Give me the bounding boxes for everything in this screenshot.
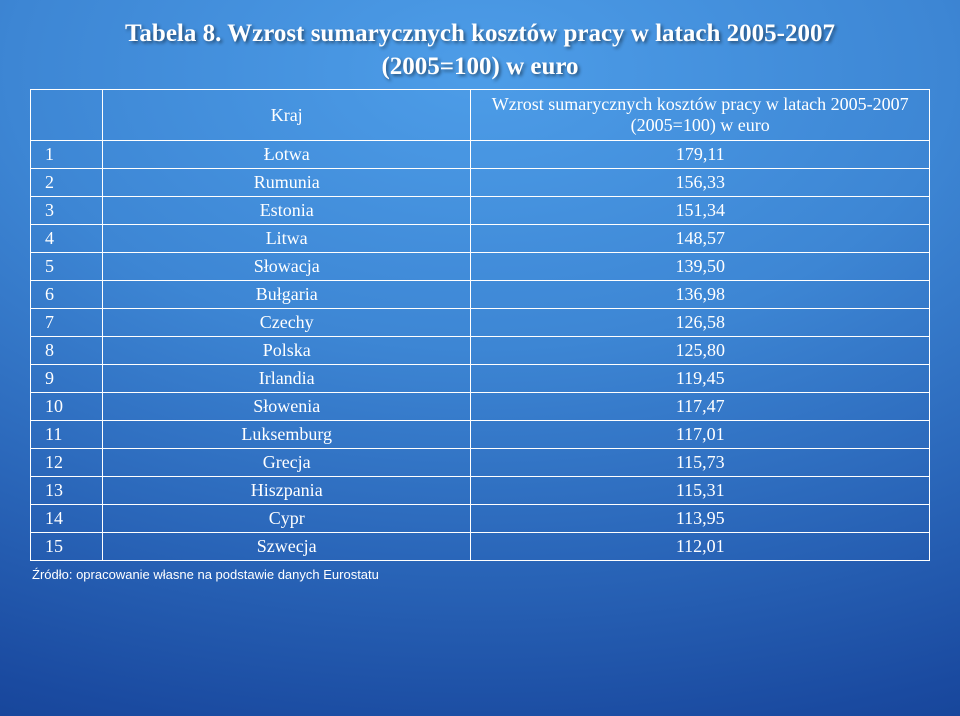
source-footnote: Źródło: opracowanie własne na podstawie … [30,567,930,582]
row-country: Słowacja [102,253,471,281]
row-value: 125,80 [471,337,930,365]
row-index: 1 [31,141,103,169]
slide-title: Tabela 8. Wzrost sumarycznych kosztów pr… [30,18,930,49]
table-row: 5 Słowacja 139,50 [31,253,930,281]
row-country: Słowenia [102,393,471,421]
row-index: 12 [31,449,103,477]
table-row: 2 Rumunia 156,33 [31,169,930,197]
row-value: 115,73 [471,449,930,477]
row-value: 156,33 [471,169,930,197]
header-country: Kraj [102,90,471,141]
row-index: 4 [31,225,103,253]
row-country: Litwa [102,225,471,253]
table-row: 8 Polska 125,80 [31,337,930,365]
row-country: Czechy [102,309,471,337]
row-value: 117,01 [471,421,930,449]
row-country: Irlandia [102,365,471,393]
row-value: 113,95 [471,505,930,533]
row-country: Łotwa [102,141,471,169]
row-value: 179,11 [471,141,930,169]
row-country: Rumunia [102,169,471,197]
row-country: Polska [102,337,471,365]
row-value: 112,01 [471,533,930,561]
row-index: 13 [31,477,103,505]
table-row: 9 Irlandia 119,45 [31,365,930,393]
table-row: 13 Hiszpania 115,31 [31,477,930,505]
header-value: Wzrost sumarycznych kosztów pracy w lata… [471,90,930,141]
table-row: 14 Cypr 113,95 [31,505,930,533]
table-row: 10 Słowenia 117,47 [31,393,930,421]
row-value: 136,98 [471,281,930,309]
row-index: 3 [31,197,103,225]
row-index: 8 [31,337,103,365]
slide: Tabela 8. Wzrost sumarycznych kosztów pr… [0,0,960,716]
row-index: 10 [31,393,103,421]
row-index: 5 [31,253,103,281]
table-row: 11 Luksemburg 117,01 [31,421,930,449]
table-row: 4 Litwa 148,57 [31,225,930,253]
row-country: Hiszpania [102,477,471,505]
row-index: 11 [31,421,103,449]
table-header-row: Kraj Wzrost sumarycznych kosztów pracy w… [31,90,930,141]
row-value: 119,45 [471,365,930,393]
row-value: 126,58 [471,309,930,337]
row-value: 151,34 [471,197,930,225]
table-row: 6 Bułgaria 136,98 [31,281,930,309]
row-value: 115,31 [471,477,930,505]
row-country: Luksemburg [102,421,471,449]
row-value: 117,47 [471,393,930,421]
row-country: Estonia [102,197,471,225]
row-index: 6 [31,281,103,309]
row-index: 15 [31,533,103,561]
table-row: 3 Estonia 151,34 [31,197,930,225]
row-value: 139,50 [471,253,930,281]
table-row: 15 Szwecja 112,01 [31,533,930,561]
row-country: Cypr [102,505,471,533]
table-row: 7 Czechy 126,58 [31,309,930,337]
row-country: Grecja [102,449,471,477]
row-country: Bułgaria [102,281,471,309]
row-index: 14 [31,505,103,533]
row-index: 9 [31,365,103,393]
row-index: 7 [31,309,103,337]
table-row: 1 Łotwa 179,11 [31,141,930,169]
row-country: Szwecja [102,533,471,561]
row-value: 148,57 [471,225,930,253]
row-index: 2 [31,169,103,197]
slide-subtitle: (2005=100) w euro [30,53,930,81]
header-blank [31,90,103,141]
table-row: 12 Grecja 115,73 [31,449,930,477]
data-table: Kraj Wzrost sumarycznych kosztów pracy w… [30,89,930,561]
table-body: 1 Łotwa 179,11 2 Rumunia 156,33 3 Estoni… [31,141,930,561]
